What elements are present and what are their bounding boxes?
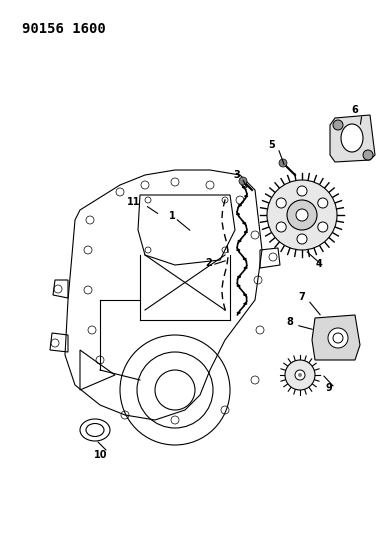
Circle shape [296,209,308,221]
Text: 8: 8 [287,317,293,327]
Ellipse shape [236,213,240,215]
Text: 90156 1600: 90156 1600 [22,22,106,36]
Circle shape [279,159,287,167]
Ellipse shape [237,240,242,243]
Circle shape [285,360,315,390]
Ellipse shape [237,311,241,314]
Text: 6: 6 [352,105,359,115]
Circle shape [363,150,373,160]
Text: 2: 2 [206,258,212,268]
Polygon shape [312,315,360,360]
Ellipse shape [236,249,240,251]
Circle shape [287,200,317,230]
Circle shape [328,328,348,348]
Circle shape [298,373,302,377]
Text: 7: 7 [299,292,305,302]
Ellipse shape [238,204,242,206]
Text: 11: 11 [127,197,141,207]
Ellipse shape [243,303,247,305]
Circle shape [297,234,307,244]
Ellipse shape [237,285,240,287]
Circle shape [318,222,328,232]
Text: 4: 4 [316,259,322,269]
Circle shape [267,180,337,250]
Circle shape [239,177,247,185]
Circle shape [276,198,286,208]
Ellipse shape [244,195,248,197]
Ellipse shape [242,186,246,189]
Polygon shape [330,115,375,162]
Text: 9: 9 [326,383,332,393]
Circle shape [295,370,305,380]
Text: 10: 10 [94,450,108,460]
Ellipse shape [243,258,247,260]
Ellipse shape [244,266,248,269]
Text: 1: 1 [169,211,176,221]
Text: 3: 3 [234,170,240,180]
Ellipse shape [244,231,248,233]
Ellipse shape [243,294,247,296]
Circle shape [333,120,343,130]
Circle shape [276,222,286,232]
Ellipse shape [341,124,363,152]
Text: 5: 5 [269,140,275,150]
Circle shape [318,198,328,208]
Ellipse shape [242,222,246,224]
Circle shape [297,186,307,196]
Ellipse shape [237,276,241,278]
